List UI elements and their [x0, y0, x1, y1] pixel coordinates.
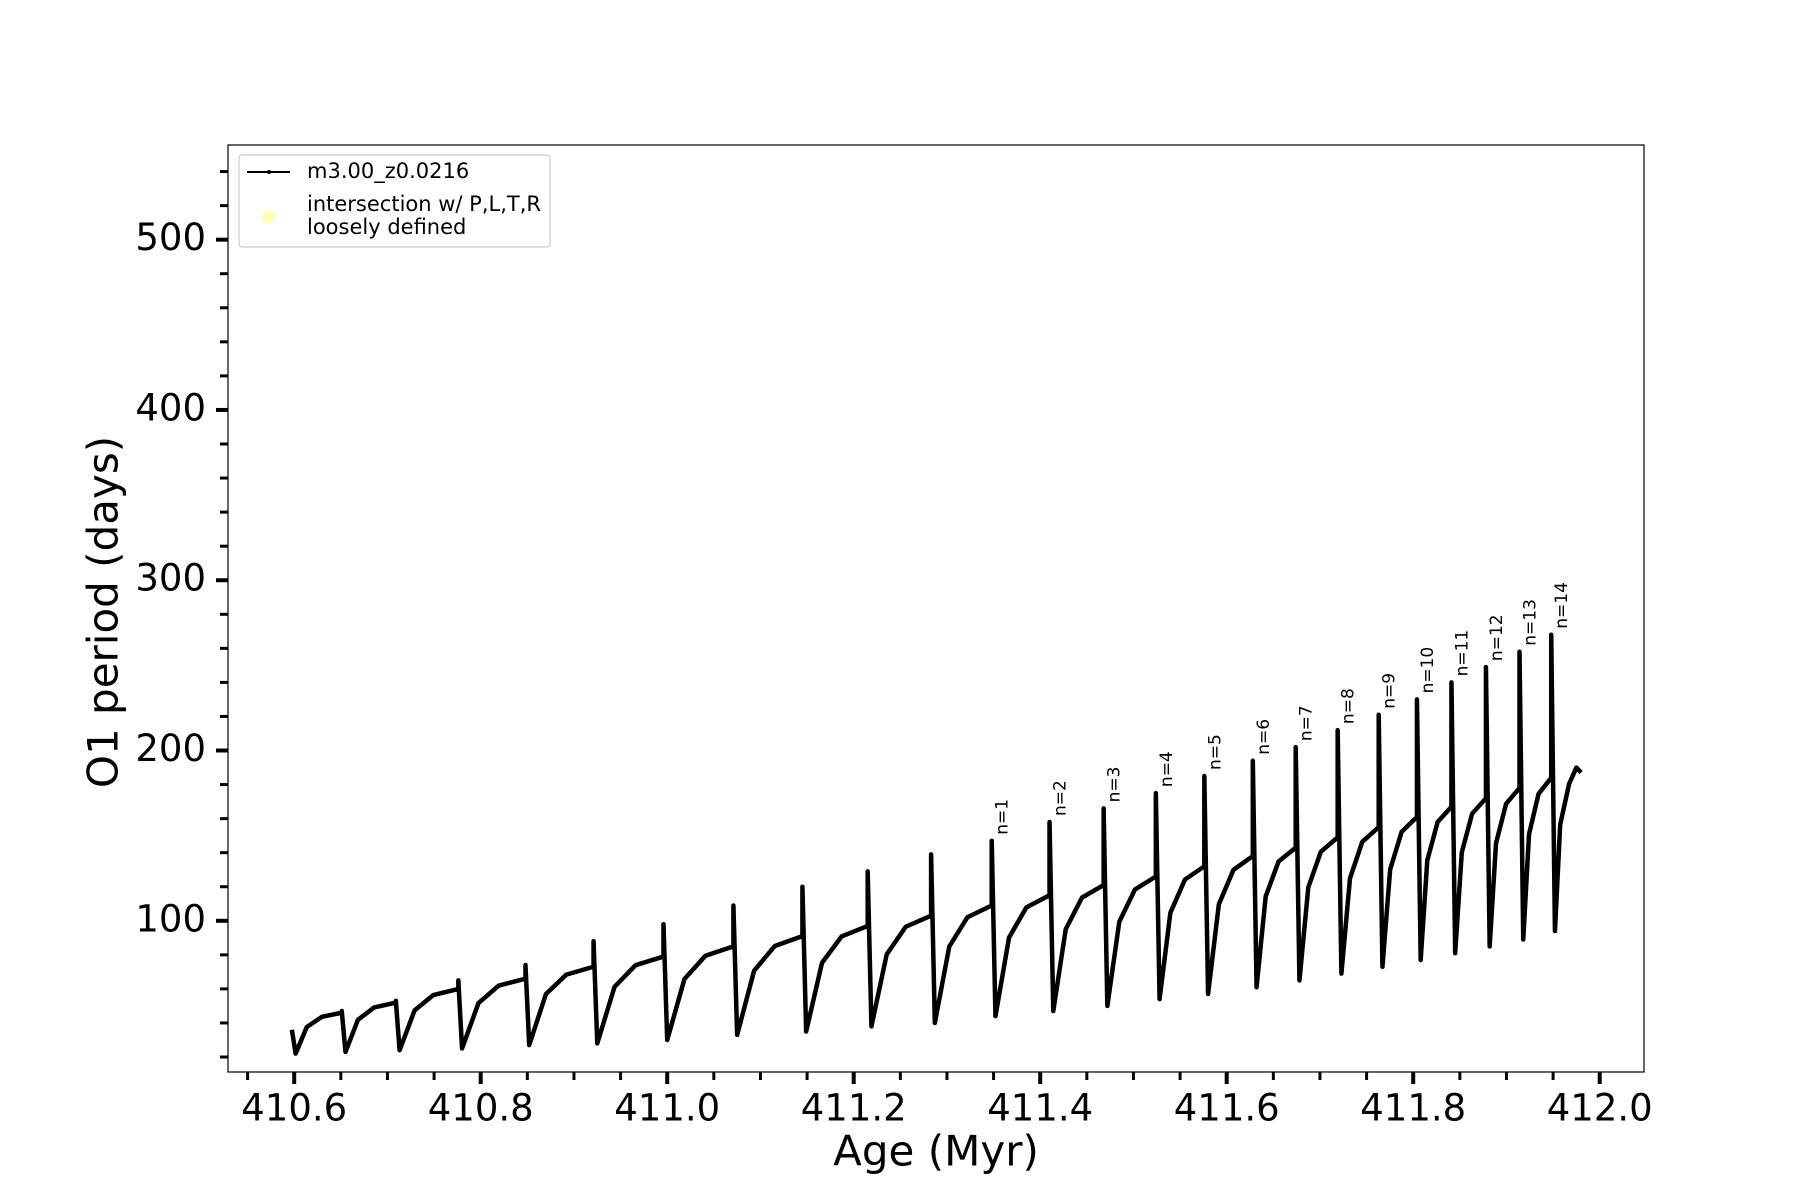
y-axis-label: O1 period (days): [79, 436, 128, 788]
annotation: n=13: [1521, 599, 1541, 646]
x-tick-label: 411.8: [1360, 1087, 1466, 1130]
x-tick-label: 412.0: [1547, 1087, 1653, 1130]
legend-label: intersection w/ P,L,T,R loosely defined: [307, 192, 541, 239]
x-tick-label: 411.0: [614, 1087, 720, 1130]
legend-box: [238, 154, 551, 248]
annotation: n=9: [1380, 673, 1400, 709]
data-line: [289, 632, 1583, 1056]
plot-frame: [227, 144, 1645, 1073]
legend-label-line: intersection w/ P,L,T,R: [307, 192, 541, 216]
legend-label-line: loosely defined: [307, 215, 466, 239]
y-tick-label: 300: [135, 557, 206, 600]
annotation: n=12: [1487, 614, 1507, 661]
legend-marker: [262, 210, 276, 224]
x-tick-label: 411.2: [801, 1087, 907, 1130]
x-tick-label: 410.8: [428, 1087, 534, 1130]
x-tick-label: 410.6: [241, 1087, 347, 1130]
annotation: n=6: [1254, 719, 1274, 755]
annotation: n=3: [1105, 767, 1125, 803]
annotation: n=11: [1452, 630, 1472, 677]
legend-marker: [267, 170, 271, 174]
annotation: n=4: [1157, 751, 1177, 787]
y-tick-label: 100: [135, 897, 206, 940]
x-axis-label: Age (Myr): [833, 1127, 1039, 1176]
annotation: n=10: [1418, 647, 1438, 694]
y-tick-label: 200: [135, 727, 206, 770]
annotation: n=1: [993, 799, 1013, 835]
annotation: n=14: [1552, 582, 1572, 629]
annotation: n=5: [1205, 734, 1225, 770]
annotation: n=7: [1297, 705, 1317, 741]
y-tick-label: 500: [135, 216, 206, 259]
x-tick-label: 411.4: [987, 1087, 1093, 1130]
annotation: n=2: [1051, 780, 1071, 816]
y-tick-label: 400: [135, 386, 206, 429]
x-tick-label: 411.6: [1174, 1087, 1280, 1130]
legend-label: m3.00_z0.0216: [307, 159, 469, 184]
annotation: n=8: [1339, 688, 1359, 724]
